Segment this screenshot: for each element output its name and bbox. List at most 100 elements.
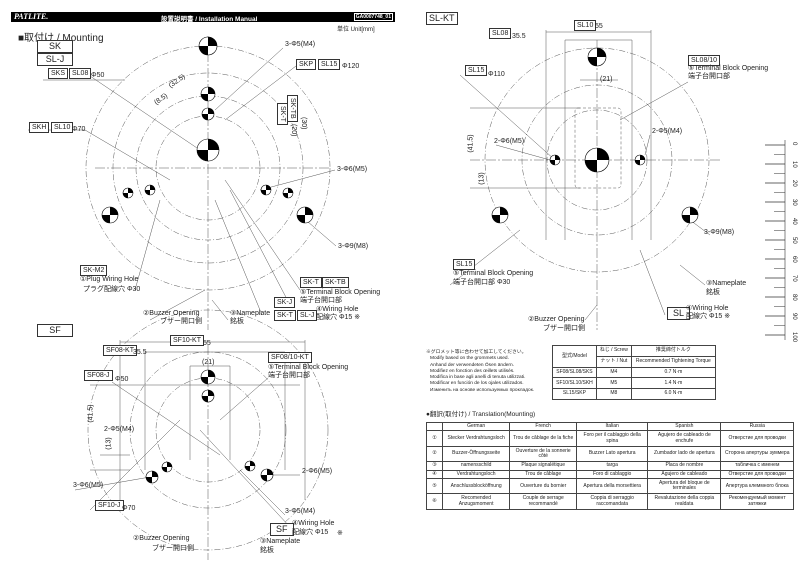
callout: ⑤Terminal Block Opening (453, 270, 534, 277)
table-cell: Апертура клеммного блока (720, 478, 794, 495)
hole-label: 2-Φ5(M4) (104, 426, 135, 433)
callout: ⑤Terminal Block Opening (268, 364, 349, 371)
table-header (426, 421, 443, 432)
hole-label: 3-Φ6(M5) (73, 482, 104, 489)
table-cell: Apertura del bloque de terminales (647, 478, 722, 495)
table-row: ⑤ Anschlussblocköffnung Ouverture du borni… (426, 478, 794, 495)
dim-label: 55 (595, 23, 603, 30)
ruler-label: 0 (791, 142, 797, 146)
model-box: SL (667, 307, 691, 320)
table-cell: Couple de serrage recommandé (509, 493, 578, 510)
table-cell: Coppia di serraggio raccomandata (576, 493, 649, 510)
leader-line (211, 299, 229, 321)
table-cell: M4 (595, 366, 632, 379)
callout: ④Wiring Hole (292, 520, 335, 527)
hole-center-mark-icon (260, 184, 272, 196)
dim-label: (20) (290, 124, 297, 137)
model-box: SL08 (69, 68, 92, 79)
leader-line (619, 81, 689, 121)
leader-line (84, 129, 171, 181)
hole-center-mark-icon (681, 206, 699, 224)
table-header: German (441, 421, 511, 432)
hole-label: 3-Φ9(M8) (704, 229, 735, 236)
model-box: SF08-KT (103, 345, 138, 356)
callout: ②Buzzer Opening (528, 316, 585, 323)
leader-line (214, 47, 284, 111)
model-box: SF (37, 324, 73, 337)
model-box: SK-TB (287, 95, 298, 122)
callout: ブザー開口側 (160, 318, 202, 325)
table-cell: Рекомендуемый момент затяжки (720, 493, 794, 510)
leader-line (229, 189, 291, 306)
leader-line (459, 74, 556, 161)
ruler-label: 10 (791, 161, 797, 168)
table-cell: Revalutazione della coppia realdata (647, 493, 722, 510)
dim-label: Φ50 (91, 72, 105, 79)
table-cell: Foro di cablaggio (576, 469, 649, 480)
model-box: SL-J (297, 310, 318, 321)
table-cell: SF10/SL10/SKH (552, 377, 597, 390)
header-torque-jp: 推奨締付トルク (630, 345, 717, 357)
table-row: ③ namensschild Plaque signalétique targa Pla… (426, 461, 794, 471)
dim-label: (41.5) (87, 404, 95, 423)
table-cell: SF08/SL08/SKS (552, 366, 597, 379)
dim-label: 35.5 (133, 349, 147, 356)
leader-line (239, 469, 286, 516)
leader-line (449, 229, 521, 286)
ruler-label: 100 (791, 332, 797, 343)
table-cell: Recomended Anzugsmoment (441, 493, 511, 510)
table-header: French (509, 421, 578, 432)
note-line: Изменить на основе используемых прокладо… (430, 387, 535, 393)
model-box: SF10-KT (170, 335, 205, 346)
callout: 端子台開口部 (268, 372, 310, 379)
table-cell: Trou de câblage de la fiche (509, 430, 578, 447)
table-cell: табличка с именем (720, 461, 794, 471)
callout: 銘板 (260, 547, 274, 554)
hole-center-mark-icon (244, 460, 256, 472)
table-cell: SL15/SKP (552, 388, 597, 400)
model-box: SKS (48, 68, 69, 79)
dim-label: (30) (300, 117, 307, 130)
header-bar: PATLITE. 設置説明書 / Installation Manual GA0… (11, 12, 395, 23)
table-cell: Buzzer Lato apertura (576, 445, 649, 463)
leader-line (639, 249, 666, 316)
table-cell: Placa de nombre (647, 461, 722, 471)
terminal-opening-outline (574, 107, 622, 189)
hole-label: 2-Φ6(M5) (494, 138, 525, 145)
dim-label: (41.5) (467, 134, 475, 153)
ruler-label: 20 (791, 180, 797, 187)
table-cell: Verdrahtungsloch (441, 469, 511, 480)
hole-center-mark-icon (296, 206, 314, 224)
model-box: SF (270, 523, 294, 536)
header-screw: ねじ / Screw (595, 345, 632, 357)
table-row: ② Buzzer-Öffnungsseite Ouverture de la son… (426, 445, 794, 463)
table-cell: Ouverture du bornier (509, 478, 578, 495)
hole-label: 2-Φ5(M4) (652, 128, 683, 135)
table-cell: Foro per il cablaggio della spina (576, 430, 649, 447)
hole-center-mark-icon (491, 206, 509, 224)
dim-label: (21) (202, 359, 215, 366)
hole-label: 3-Φ5(M4) (285, 41, 316, 48)
table-header: Italian (576, 421, 649, 432)
leader-line (134, 199, 161, 291)
callout: 端子台開口部 (688, 73, 730, 80)
hole-label: 2-Φ6(M5) (302, 468, 333, 475)
hole-center-mark-icon (101, 206, 119, 224)
hole-center-mark-icon (144, 184, 156, 196)
note-line: Modifica in base agli anelli di tenuta u… (430, 375, 526, 381)
model-box: SL15 (465, 65, 488, 76)
callout: ①Plug Wiring Hole (80, 276, 139, 283)
table-cell: M8 (595, 388, 632, 400)
leader-line (259, 169, 336, 191)
table-cell: namensschild (441, 461, 511, 471)
leader-line (149, 289, 206, 321)
leader-line (89, 419, 181, 511)
model-box: SF10-J (95, 500, 124, 511)
model-box: SL10 (574, 20, 597, 31)
translation-table: German French Italian Spanish Russia ① Stecker… (426, 421, 794, 510)
leader-line (219, 377, 269, 421)
model-box: SK-T (300, 277, 322, 288)
table-row: ⑥ Recomended Anzugsmoment Couple de serrag… (426, 493, 794, 510)
callout: 配線穴 Φ15 ※ (686, 313, 731, 320)
hole-center-mark-icon (200, 86, 216, 102)
